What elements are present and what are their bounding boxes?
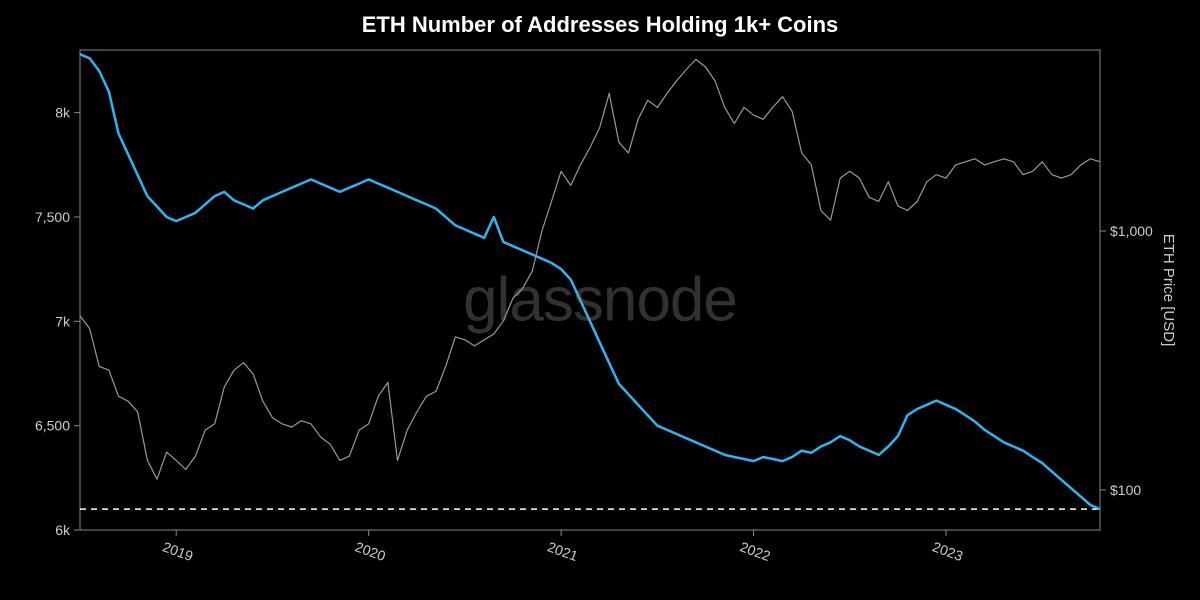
y-left-label: 6,500 [35, 418, 70, 434]
y-left-label: 7k [55, 313, 71, 329]
y-left-label: 7,500 [35, 209, 70, 225]
x-tick-label: 2020 [353, 538, 388, 564]
y-right-label: $100 [1110, 482, 1141, 498]
x-tick-label: 2023 [930, 538, 965, 564]
y-right-label: $1,000 [1110, 223, 1153, 239]
x-tick-label: 2019 [161, 538, 196, 564]
y-left-label: 8k [55, 105, 71, 121]
plot-border [80, 50, 1100, 530]
y-right-axis-title: ETH Price [USD] [1160, 234, 1177, 347]
chart-svg: 2019 2020 2021 2022 2023 6k 6,500 7k 7,500 8k $100… [0, 0, 1200, 600]
y-left-label: 6k [55, 522, 71, 538]
x-tick-label: 2022 [738, 538, 773, 564]
chart-container: ETH Number of Addresses Holding 1k+ Coin… [0, 0, 1200, 600]
addresses-line [80, 54, 1100, 509]
price-line [80, 59, 1100, 479]
x-tick-label: 2021 [545, 538, 580, 564]
